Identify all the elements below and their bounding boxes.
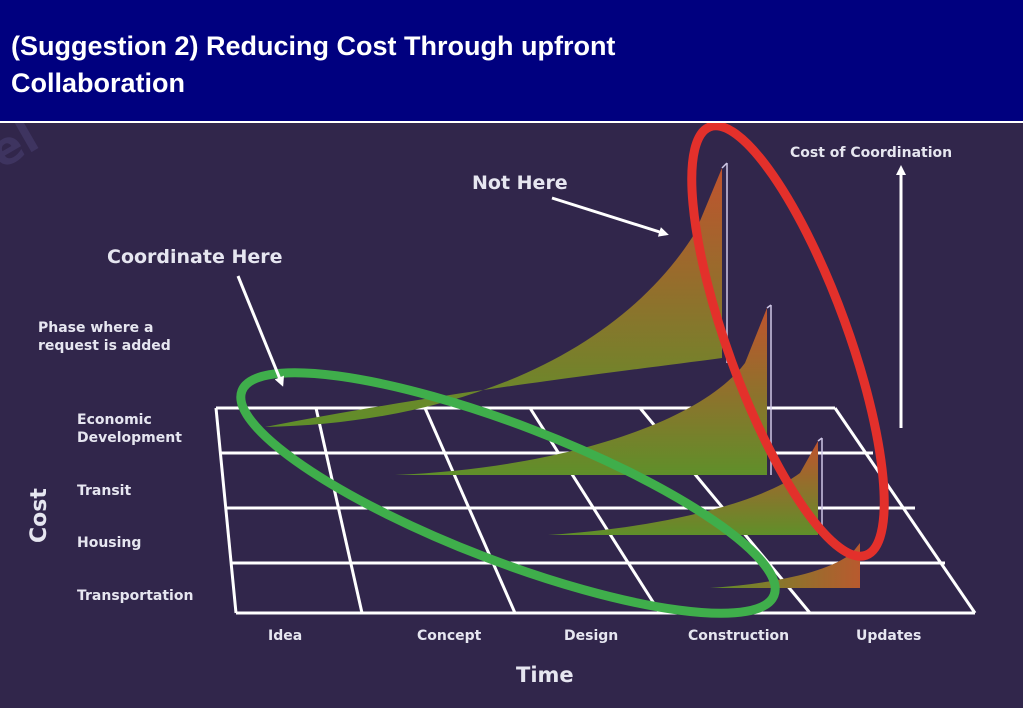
column-label-idea: Idea <box>268 628 302 644</box>
phase-label-line-1: Phase where a <box>38 320 154 336</box>
column-label-construction: Construction <box>688 628 789 644</box>
watermark-glyph: el <box>0 123 47 179</box>
coordinate-here-label: Coordinate Here <box>107 246 283 268</box>
y-axis-label: Cost <box>27 488 52 543</box>
coordinate-here-arrow <box>236 275 284 387</box>
column-label-concept: Concept <box>417 628 482 644</box>
column-label-updates: Updates <box>856 628 921 644</box>
grid-column-line <box>833 407 977 614</box>
coordinate-here-highlight <box>236 368 780 618</box>
not-here-highlight <box>687 121 889 561</box>
slide-title-line-2: Collaboration <box>11 68 185 98</box>
cost-curve-housing <box>548 441 818 535</box>
row-label-development: Development <box>77 430 182 446</box>
cost-of-coordination-label: Cost of Coordination <box>790 145 952 161</box>
diagram-canvas: el <box>0 109 977 687</box>
grid-column-line <box>314 407 364 614</box>
x-axis-label: Time <box>516 663 574 687</box>
slide-title-line-1: (Suggestion 2) Reducing Cost Through upf… <box>11 31 616 61</box>
phase-label-line-2: request is added <box>38 338 171 354</box>
row-label-transportation: Transportation <box>77 588 193 604</box>
perspective-grid <box>214 406 977 615</box>
grid-column-line <box>214 407 238 614</box>
slide-title: (Suggestion 2) Reducing Cost Through upf… <box>11 28 911 102</box>
cost-of-coordination-diagram: el <box>0 109 1023 708</box>
grid-column-line <box>528 407 662 614</box>
cost-curve-economic-development <box>265 168 722 427</box>
column-label-design: Design <box>564 628 618 644</box>
cost-curve-transit <box>395 308 767 475</box>
row-label-housing: Housing <box>77 535 141 551</box>
row-label-transit: Transit <box>77 483 131 499</box>
row-label-economic: Economic <box>77 412 152 428</box>
not-here-arrow <box>551 196 669 237</box>
title-bar: (Suggestion 2) Reducing Cost Through upf… <box>0 0 1023 121</box>
not-here-label: Not Here <box>472 172 568 194</box>
grid-column-line <box>423 407 517 614</box>
cost-curve-transportation <box>710 543 860 588</box>
